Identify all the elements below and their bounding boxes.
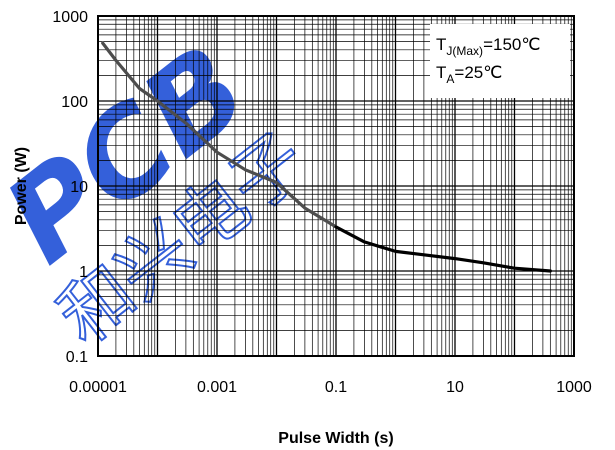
- x-tick-labels: 0.00001 0.001 0.1 10 1000: [69, 379, 592, 396]
- legend-ta-main: T: [436, 63, 446, 82]
- y-tick-label: 1: [79, 264, 88, 281]
- legend-tj-sub: J(Max): [446, 44, 483, 58]
- x-tick-label: 0.1: [325, 379, 347, 396]
- y-tick-label: 100: [61, 94, 88, 111]
- x-tick-label: 0.00001: [69, 379, 127, 396]
- power-curve-short-pulse: [101, 41, 338, 229]
- series-layer: [101, 41, 552, 273]
- y-tick-labels: 1000 100 10 1 0.1: [52, 9, 88, 366]
- plot-frame: [97, 15, 575, 357]
- legend-tj-rest: =150℃: [483, 35, 540, 54]
- y-tick-label: 1000: [52, 9, 88, 26]
- x-tick-label: 10: [446, 379, 464, 396]
- legend-tj-main: T: [436, 35, 446, 54]
- legend-line-tj: TJ(Max)=150℃: [436, 35, 540, 58]
- y-tick-label: 0.1: [66, 349, 88, 366]
- y-axis-title: Power (W): [13, 147, 30, 225]
- power-curve-long-pulse: [334, 225, 552, 273]
- legend-ta-rest: =25℃: [454, 63, 502, 82]
- y-tick-label: 10: [70, 179, 88, 196]
- x-tick-label: 1000: [556, 379, 592, 396]
- x-axis-title: Pulse Width (s): [278, 430, 393, 447]
- legend-ta-sub: A: [446, 72, 454, 86]
- legend-box: TJ(Max)=150℃ TA=25℃: [430, 24, 570, 98]
- legend-line-ta: TA=25℃: [436, 63, 502, 86]
- legend-background: [430, 24, 570, 98]
- x-tick-label: 0.001: [197, 379, 237, 396]
